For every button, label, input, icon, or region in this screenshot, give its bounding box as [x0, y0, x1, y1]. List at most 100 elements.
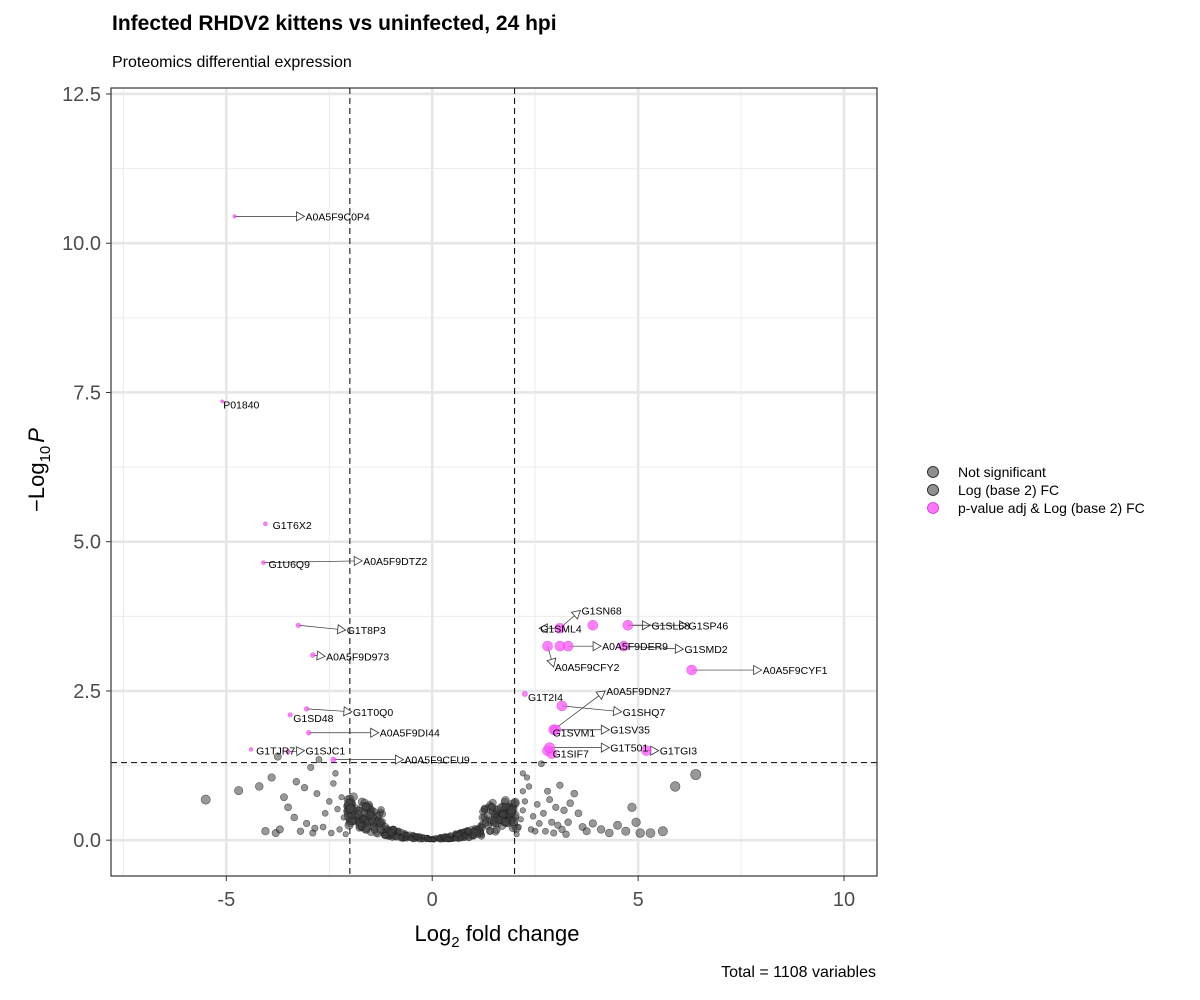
label-arrowhead — [595, 690, 606, 701]
point-label: G1SHQ7 — [623, 707, 666, 719]
fc-point — [564, 818, 572, 826]
label-connector — [623, 645, 684, 650]
ns-points — [200, 752, 702, 843]
label-arrowhead — [336, 624, 347, 635]
point-label: G1SN68 — [581, 605, 621, 617]
label-arrowhead — [592, 640, 602, 652]
ns-point — [445, 836, 451, 842]
chart-title: Infected RHDV2 kittens vs uninfected, 24… — [112, 12, 557, 35]
fc-point — [613, 820, 622, 830]
ns-point — [362, 823, 371, 832]
label-arrowhead — [600, 742, 611, 753]
fc-point — [670, 781, 681, 792]
legend-key — [927, 502, 939, 514]
fc-point — [330, 780, 337, 787]
legend-key — [927, 484, 939, 496]
fc-point — [596, 825, 606, 834]
ns-point — [492, 825, 501, 834]
ns-point — [424, 835, 430, 841]
ns-point — [508, 817, 518, 827]
fc-point — [621, 826, 631, 836]
significant-point — [248, 747, 254, 752]
label-arrowhead — [353, 555, 364, 567]
legend-key — [927, 466, 939, 478]
point-label: G1U6Q9 — [268, 559, 310, 571]
significant-point — [622, 619, 634, 631]
ns-point — [489, 816, 498, 825]
fc-point — [280, 793, 288, 802]
ns-point — [479, 807, 487, 816]
fc-point — [552, 803, 560, 811]
fc-point — [550, 829, 558, 837]
label-arrowhead — [394, 754, 405, 765]
x-tick-label: 0 — [427, 889, 438, 911]
fc-point — [300, 784, 309, 792]
label-connector — [553, 690, 606, 731]
fc-point — [546, 796, 554, 804]
fc-point — [321, 809, 329, 817]
label-arrowhead — [295, 746, 306, 757]
point-label: A0A5F9DTZ2 — [363, 556, 427, 568]
fc-point — [267, 773, 276, 782]
fc-point — [515, 823, 522, 831]
fc-point — [255, 782, 264, 791]
fc-point — [517, 816, 524, 823]
y-axis-title: −Log10 P — [24, 428, 54, 512]
fc-point — [535, 820, 543, 827]
point-label: A0A5F9CFY2 — [555, 662, 620, 674]
legend: Not significant Log (base 2) FC p-value ad… — [927, 464, 1145, 516]
x-tick-label: -5 — [217, 889, 235, 911]
significant-point — [263, 521, 268, 527]
point-label: G1SJC1 — [306, 746, 346, 758]
fc-point — [566, 799, 574, 807]
ns-point — [441, 833, 448, 839]
point-label: G1T8P3 — [347, 625, 386, 637]
significant-point — [306, 730, 312, 736]
fc-point — [519, 807, 526, 814]
fc-point — [605, 828, 614, 838]
fc-point — [200, 794, 211, 805]
fc-point — [334, 805, 341, 813]
ns-point — [376, 825, 385, 834]
fc-point — [311, 824, 319, 832]
point-labels: A0A5F9C0P4 P01840 G1T6X2 G1U6Q9 A0A5F9DTZ2 G1… — [223, 211, 827, 766]
significant-point — [554, 622, 566, 634]
y-title-sub: 10 — [37, 446, 54, 463]
point-label: A0A5F9C0P4 — [306, 211, 370, 223]
fc-point — [338, 794, 345, 801]
point-label: G1SV35 — [610, 725, 650, 737]
fc-point — [275, 825, 284, 834]
point-label: A0A5F9CFU9 — [404, 755, 470, 767]
fc-point — [631, 817, 641, 827]
ns-point — [478, 823, 486, 832]
point-label: A0A5F9DN27 — [606, 686, 671, 698]
fc-point — [582, 827, 591, 836]
significant-point — [330, 756, 337, 763]
legend-label: p-value adj & Log (base 2) FC — [958, 500, 1145, 516]
fc-point — [531, 827, 539, 835]
ns-point — [501, 796, 510, 805]
fc-point — [325, 798, 333, 805]
fc-point — [342, 831, 349, 838]
significant-point — [295, 622, 301, 628]
ns-point — [388, 828, 395, 836]
significant-point — [232, 214, 237, 219]
label-arrowhead — [538, 623, 548, 634]
fc-point — [292, 777, 301, 786]
x-tick-label: 10 — [833, 889, 855, 911]
ns-point — [413, 834, 419, 840]
significant-point — [686, 664, 697, 676]
x-title-rest: fold change — [460, 921, 580, 946]
y-tick-label: 10.0 — [62, 233, 101, 255]
fc-point — [538, 760, 545, 768]
fc-point — [562, 830, 570, 838]
fc-point — [328, 829, 335, 837]
fc-point — [542, 827, 549, 835]
y-axis-ticks: 0.0 2.5 5.0 7.5 10.0 12.5 — [62, 84, 111, 852]
point-label: A0A5F9D973 — [326, 651, 389, 663]
fc-point — [529, 813, 537, 820]
ns-point — [378, 810, 387, 818]
fc-point — [558, 825, 566, 834]
label-connectors — [234, 211, 763, 765]
